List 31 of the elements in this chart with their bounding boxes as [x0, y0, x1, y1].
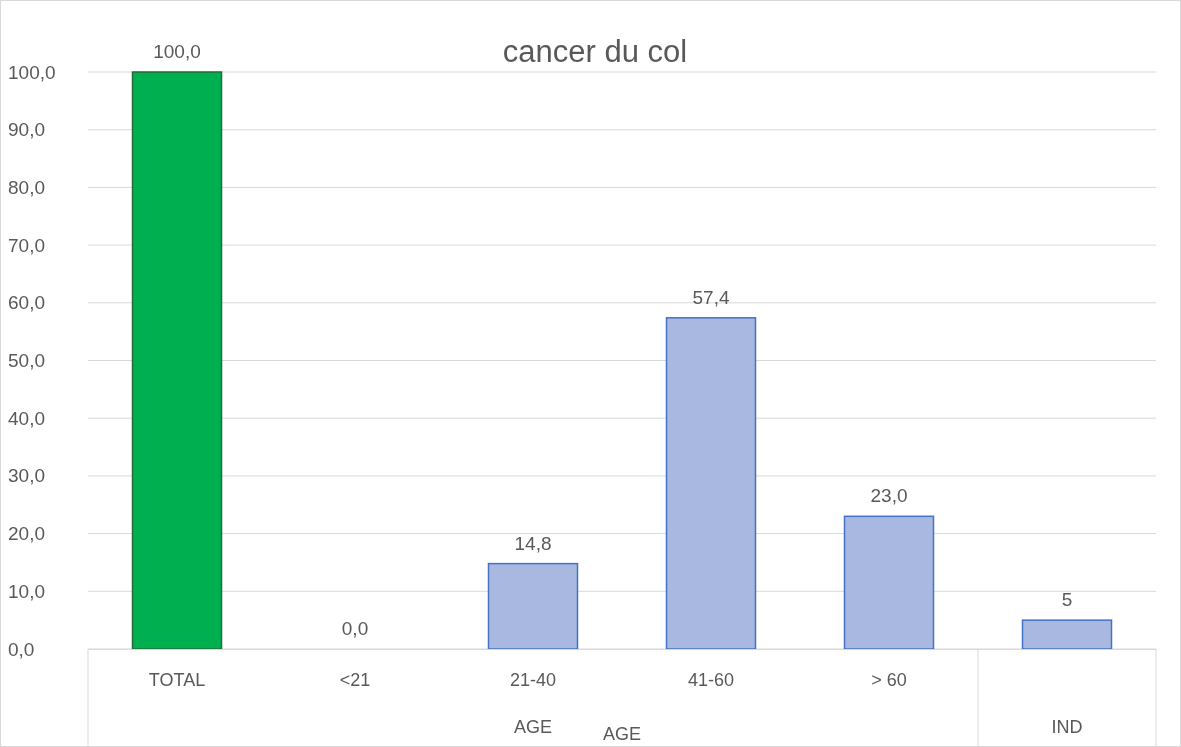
- x-axis-title: AGE: [602, 724, 642, 744]
- x-tick-label: 41-60: [687, 669, 735, 690]
- y-tick-label: 100,0: [8, 61, 56, 83]
- y-tick-label: 70,0: [8, 234, 45, 256]
- y-tick-label: 60,0: [8, 292, 45, 314]
- y-tick-label: 80,0: [8, 176, 45, 198]
- y-tick-label: 40,0: [8, 407, 45, 429]
- data-label: 100,0: [153, 41, 201, 62]
- data-label: 14,8: [514, 532, 552, 554]
- data-label: 5: [1061, 589, 1073, 611]
- bar: [665, 317, 757, 650]
- y-tick-label: 10,0: [8, 580, 45, 602]
- data-label: 23,0: [870, 485, 908, 507]
- text: AGE: [513, 717, 553, 737]
- data-label: 57,4: [692, 286, 730, 308]
- y-tick-label: 0,0: [8, 638, 35, 660]
- x-tick-label: <21: [339, 669, 371, 690]
- x-tick-label: 21-40: [509, 669, 557, 690]
- bar: [1021, 619, 1113, 650]
- y-tick-label: 20,0: [8, 523, 45, 545]
- x-tick-label: > 60: [871, 669, 907, 690]
- bar: [131, 71, 223, 650]
- data-label: 0,0: [341, 618, 369, 639]
- x-tick-label: TOTAL: [148, 669, 206, 690]
- bar: [487, 562, 579, 650]
- text: IND: [1051, 717, 1083, 737]
- bar: [843, 515, 935, 650]
- y-tick-label: 30,0: [8, 465, 45, 487]
- y-tick-label: 90,0: [8, 119, 45, 141]
- chart-title: cancer du col: [502, 34, 688, 69]
- y-tick-label: 50,0: [8, 350, 45, 372]
